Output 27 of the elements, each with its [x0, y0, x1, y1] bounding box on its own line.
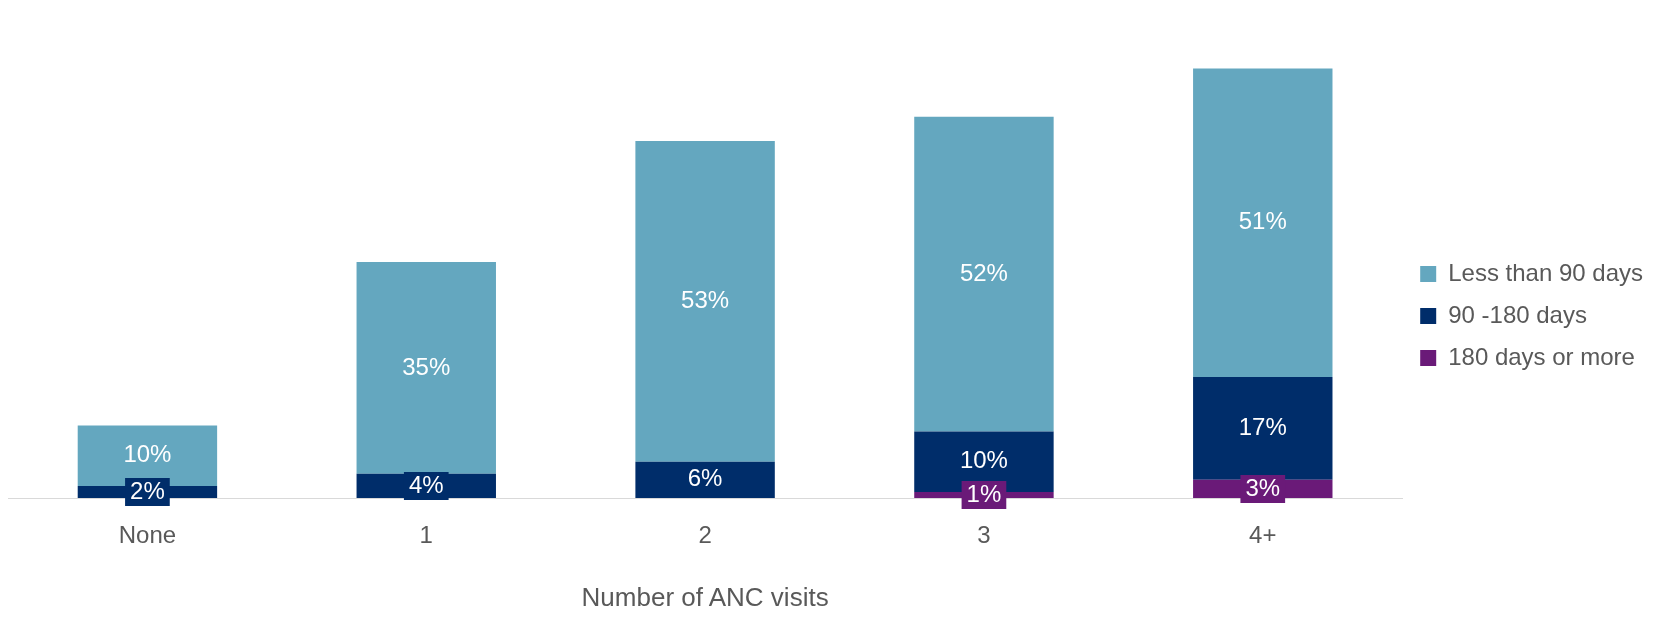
- x-tick-label: 3: [977, 521, 991, 549]
- legend-label: 180 days or more: [1448, 342, 1635, 370]
- x-tick-label: 4+: [1249, 521, 1277, 549]
- data-label: 51%: [1238, 207, 1287, 235]
- bar: [1193, 377, 1333, 480]
- data-label: 10%: [959, 446, 1008, 474]
- data-label: 10%: [123, 440, 172, 468]
- data-label: 52%: [959, 258, 1008, 286]
- legend-label: Less than 90 days: [1448, 258, 1644, 286]
- bar: [635, 141, 775, 462]
- x-tick-label: 2: [698, 521, 712, 549]
- data-label: 17%: [1238, 413, 1287, 441]
- data-label: 35%: [402, 352, 451, 380]
- x-axis-title: Number of ANC visits: [581, 581, 829, 612]
- legend-label: 90 -180 days: [1448, 300, 1587, 328]
- bar: [1193, 68, 1333, 377]
- data-label: 1%: [966, 479, 1002, 507]
- bar: [356, 262, 496, 474]
- data-label: 3%: [1245, 473, 1281, 501]
- x-tick-label: 1: [419, 521, 433, 549]
- x-tick-label: None: [118, 521, 177, 549]
- bar: [635, 461, 775, 498]
- data-label: 53%: [681, 286, 730, 313]
- bar: [914, 116, 1054, 432]
- data-label: 4%: [408, 470, 444, 498]
- data-label: 6%: [687, 464, 723, 492]
- data-label: 2%: [130, 476, 165, 504]
